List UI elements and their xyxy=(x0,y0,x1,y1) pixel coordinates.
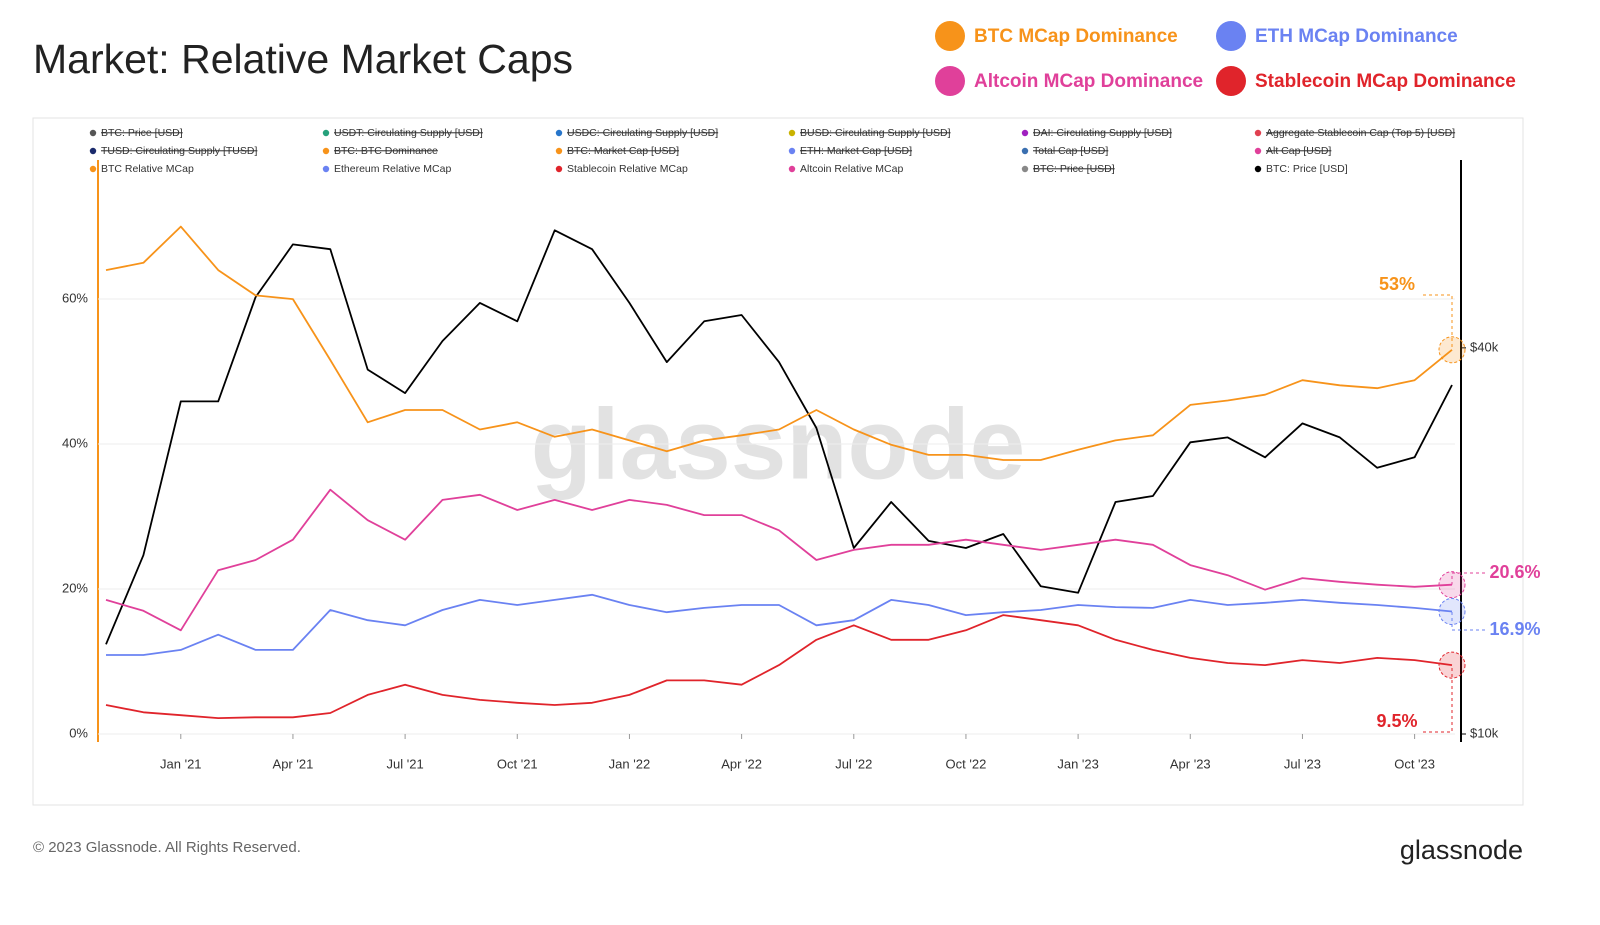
legend-swatch xyxy=(1021,165,1029,173)
legend-label[interactable]: Aggregate Stablecoin Cap (Top 5) [USD] xyxy=(1266,127,1455,139)
legend-swatch xyxy=(788,129,796,137)
chart-title: Market: Relative Market Caps xyxy=(33,36,573,82)
legend-label[interactable]: Altcoin Relative MCap xyxy=(800,163,903,175)
header-legend-swatch xyxy=(935,66,965,96)
copyright: © 2023 Glassnode. All Rights Reserved. xyxy=(33,839,301,856)
series-line xyxy=(105,225,1453,461)
legend-swatch xyxy=(1254,129,1262,137)
x-tick-label: Apr '21 xyxy=(273,756,314,771)
legend-swatch xyxy=(1021,147,1029,155)
legend-label[interactable]: BUSD: Circulating Supply [USD] xyxy=(800,127,951,139)
value-label: 20.6% xyxy=(1489,562,1540,582)
legend-label[interactable]: BTC: Price [USD] xyxy=(1033,163,1115,175)
legend-swatch xyxy=(89,147,97,155)
x-tick-label: Oct '23 xyxy=(1394,756,1435,771)
legend-label[interactable]: ETH: Market Cap [USD] xyxy=(800,145,912,157)
legend-swatch xyxy=(555,147,563,155)
end-marker xyxy=(1438,651,1466,679)
legend-swatch xyxy=(322,165,330,173)
legend-swatch xyxy=(322,147,330,155)
y2-tick-label: $10k xyxy=(1470,725,1499,740)
legend-swatch xyxy=(555,165,563,173)
legend-label[interactable]: Stablecoin Relative MCap xyxy=(567,163,688,175)
series-line xyxy=(105,229,1453,645)
x-tick-label: Apr '23 xyxy=(1170,756,1211,771)
series-line xyxy=(105,614,1453,719)
header-legend-label[interactable]: Altcoin MCap Dominance xyxy=(974,71,1203,92)
legend-label[interactable]: BTC: Price [USD] xyxy=(1266,163,1348,175)
header-legend-label[interactable]: BTC MCap Dominance xyxy=(974,26,1178,47)
x-tick-label: Jul '21 xyxy=(387,756,424,771)
chart-frame xyxy=(32,117,1524,806)
legend-swatch xyxy=(788,165,796,173)
legend-label[interactable]: USDT: Circulating Supply [USD] xyxy=(334,127,483,139)
legend-swatch xyxy=(1254,165,1262,173)
legend-label[interactable]: BTC Relative MCap xyxy=(101,163,194,175)
legend-swatch xyxy=(322,129,330,137)
legend-swatch xyxy=(788,147,796,155)
series-line xyxy=(105,488,1453,632)
series-line xyxy=(106,593,1453,656)
legend-label[interactable]: BTC: BTC Dominance xyxy=(334,145,438,157)
x-tick-label: Jul '22 xyxy=(835,756,872,771)
y-tick-label: 40% xyxy=(62,435,88,450)
value-label: 16.9% xyxy=(1489,619,1540,639)
value-label: 9.5% xyxy=(1376,711,1417,731)
label-connector xyxy=(1451,572,1485,585)
value-label: 53% xyxy=(1379,274,1415,294)
legend-label[interactable]: TUSD: Circulating Supply [TUSD] xyxy=(101,145,257,157)
y-tick-label: 60% xyxy=(62,290,88,305)
header-legend-swatch xyxy=(1216,21,1246,51)
header-legend-label[interactable]: Stablecoin MCap Dominance xyxy=(1255,71,1516,92)
legend-swatch xyxy=(89,165,97,173)
legend-label[interactable]: Alt Cap [USD] xyxy=(1266,145,1331,157)
legend-label[interactable]: BTC: Market Cap [USD] xyxy=(567,145,679,157)
x-tick-label: Jan '21 xyxy=(160,756,202,771)
y-tick-label: 20% xyxy=(62,580,88,595)
legend-label[interactable]: Ethereum Relative MCap xyxy=(334,163,451,175)
label-connector xyxy=(1451,611,1485,631)
label-connector xyxy=(1423,665,1453,733)
x-tick-label: Jan '23 xyxy=(1057,756,1099,771)
x-tick-label: Apr '22 xyxy=(721,756,762,771)
legend-label[interactable]: USDC: Circulating Supply [USD] xyxy=(567,127,718,139)
legend-swatch xyxy=(555,129,563,137)
legend-swatch xyxy=(1254,147,1262,155)
end-marker xyxy=(1438,336,1466,364)
header-legend-swatch xyxy=(1216,66,1246,96)
y-tick-label: 0% xyxy=(69,725,88,740)
legend-label[interactable]: BTC: Price [USD] xyxy=(101,127,183,139)
x-tick-label: Jan '22 xyxy=(609,756,651,771)
y2-tick-label: $40k xyxy=(1470,339,1499,354)
x-tick-label: Oct '21 xyxy=(497,756,538,771)
header-legend-label[interactable]: ETH MCap Dominance xyxy=(1255,26,1458,47)
legend-label[interactable]: Total Cap [USD] xyxy=(1033,145,1108,157)
legend-label[interactable]: DAI: Circulating Supply [USD] xyxy=(1033,127,1172,139)
legend-swatch xyxy=(1021,129,1029,137)
x-tick-label: Jul '23 xyxy=(1284,756,1321,771)
brand-logo: glassnode xyxy=(1400,835,1523,865)
legend-swatch xyxy=(89,129,97,137)
x-tick-label: Oct '22 xyxy=(946,756,987,771)
header-legend-swatch xyxy=(935,21,965,51)
